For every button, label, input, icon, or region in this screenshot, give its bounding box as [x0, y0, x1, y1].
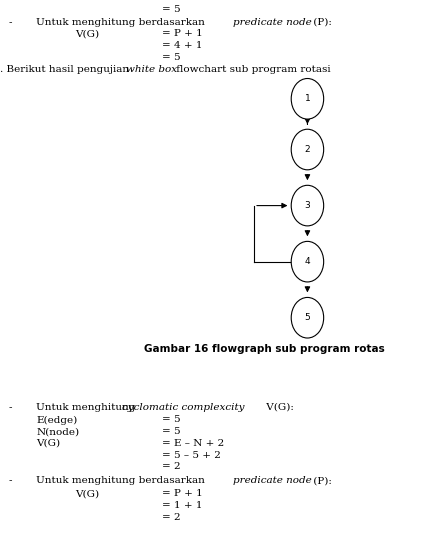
Text: (P):: (P): — [309, 476, 331, 485]
Text: = 2: = 2 — [162, 513, 181, 522]
Text: 5: 5 — [304, 313, 310, 322]
Text: cyclomatic complexcity: cyclomatic complexcity — [121, 403, 244, 412]
Circle shape — [291, 241, 323, 282]
Text: = 5: = 5 — [162, 415, 181, 425]
Circle shape — [291, 297, 323, 338]
Text: = 4 + 1: = 4 + 1 — [162, 41, 202, 50]
Text: = 2: = 2 — [162, 462, 181, 472]
Text: 3: 3 — [304, 201, 310, 210]
Text: = 5: = 5 — [162, 427, 181, 436]
Text: 2: 2 — [304, 145, 310, 154]
Circle shape — [291, 78, 323, 119]
Text: = 5 – 5 + 2: = 5 – 5 + 2 — [162, 451, 221, 460]
Text: 4: 4 — [304, 257, 310, 266]
Text: V(G):: V(G): — [262, 403, 293, 412]
Text: (P):: (P): — [309, 18, 331, 27]
Circle shape — [291, 185, 323, 226]
Text: -: - — [9, 403, 15, 412]
Text: white box: white box — [126, 65, 177, 74]
Text: Untuk menghitung: Untuk menghitung — [36, 403, 138, 412]
Text: = 1 + 1: = 1 + 1 — [162, 501, 202, 510]
Text: V(G): V(G) — [75, 489, 98, 498]
Text: N(node): N(node) — [36, 427, 79, 436]
Text: Untuk menghitung berdasarkan: Untuk menghitung berdasarkan — [36, 18, 208, 27]
Text: flowchart sub program rotasi: flowchart sub program rotasi — [173, 65, 330, 74]
Text: 1: 1 — [304, 95, 310, 103]
Text: = 5: = 5 — [162, 5, 181, 14]
Text: -: - — [9, 476, 15, 485]
Text: V(G): V(G) — [75, 29, 98, 38]
Text: E(edge): E(edge) — [36, 415, 78, 425]
Text: = 5: = 5 — [162, 53, 181, 62]
Circle shape — [291, 129, 323, 170]
Text: predicate node: predicate node — [232, 476, 311, 485]
Text: = P + 1: = P + 1 — [162, 29, 202, 38]
Text: -: - — [9, 18, 15, 27]
Text: predicate node: predicate node — [232, 18, 311, 27]
Text: Gambar 16 flowgraph sub program rotas: Gambar 16 flowgraph sub program rotas — [144, 344, 384, 355]
Text: = P + 1: = P + 1 — [162, 489, 202, 498]
Text: = E – N + 2: = E – N + 2 — [162, 439, 224, 448]
Text: Untuk menghitung berdasarkan: Untuk menghitung berdasarkan — [36, 476, 208, 485]
Text: V(G): V(G) — [36, 439, 60, 448]
Text: . Berikut hasil pengujian: . Berikut hasil pengujian — [0, 65, 132, 74]
